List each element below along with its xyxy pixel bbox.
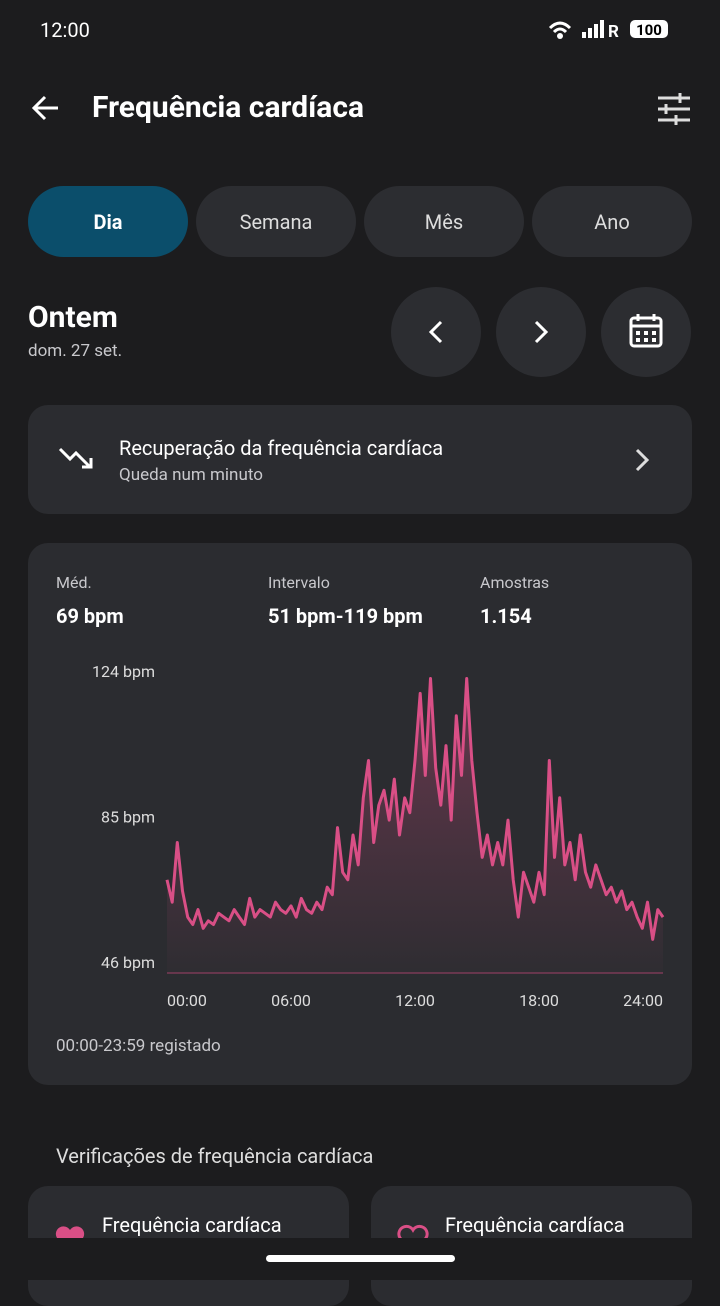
x-tick-label: 06:00 xyxy=(271,991,311,1010)
status-icons: R 100 xyxy=(548,20,668,42)
tab-year[interactable]: Ano xyxy=(532,186,692,257)
tab-day[interactable]: Dia xyxy=(28,186,188,257)
x-tick-label: 24:00 xyxy=(623,991,663,1010)
check-title: Frequência cardíaca xyxy=(102,1213,282,1237)
x-tick-label: 18:00 xyxy=(519,991,559,1010)
x-tick-label: 00:00 xyxy=(167,991,207,1010)
recovery-card[interactable]: Recuperação da frequência cardíaca Queda… xyxy=(28,405,692,514)
filter-button[interactable] xyxy=(656,92,692,126)
back-button[interactable] xyxy=(30,92,62,124)
section-title: Verificações de frequência cardíaca xyxy=(56,1144,374,1168)
battery: 100 xyxy=(636,21,662,39)
stat-value: 69 bpm xyxy=(56,604,124,628)
stat-label: Méd. xyxy=(56,573,92,592)
stat-value: 1.154 xyxy=(480,604,532,628)
date-title: Ontem xyxy=(28,300,118,335)
x-tick-label: 12:00 xyxy=(395,991,435,1010)
stat-label: Intervalo xyxy=(268,573,330,592)
y-tick-label: 46 bpm xyxy=(101,953,155,972)
area-fill xyxy=(167,678,663,973)
chart-card: Méd. 69 bpm Intervalo 51 bpm-119 bpm Amo… xyxy=(28,543,692,1085)
stat-label: Amostras xyxy=(480,573,550,592)
svg-text:R: R xyxy=(608,22,619,42)
recovery-title: Recuperação da frequência cardíaca xyxy=(119,436,444,460)
tab-week[interactable]: Semana xyxy=(196,186,356,257)
chart-footer: 00:00-23:59 registado xyxy=(56,1036,221,1056)
tab-month[interactable]: Mês xyxy=(364,186,524,257)
recovery-subtitle: Queda num minuto xyxy=(119,465,263,485)
stat-value: 51 bpm-119 bpm xyxy=(268,604,423,628)
status-time: 12:00 xyxy=(40,18,90,42)
check-title: Frequência cardíaca xyxy=(445,1213,625,1237)
line xyxy=(165,677,665,941)
home-indicator[interactable] xyxy=(266,1255,455,1262)
nav-bar xyxy=(0,1238,720,1280)
prev-button[interactable] xyxy=(391,287,481,377)
calendar-button[interactable] xyxy=(601,287,691,377)
next-button[interactable] xyxy=(496,287,586,377)
y-tick-label: 85 bpm xyxy=(101,807,155,826)
date-subtitle: dom. 27 set. xyxy=(28,341,123,361)
y-tick-label: 124 bpm xyxy=(92,662,155,681)
page-title: Frequência cardíaca xyxy=(92,90,365,125)
heart-rate-chart: 46 bpm 85 bpm 124 bpm 00:00 06:00 12:00 18:00 2… xyxy=(92,662,665,1010)
